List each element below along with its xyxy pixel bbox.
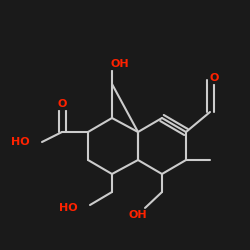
Text: OH: OH [129, 210, 147, 220]
Text: HO: HO [60, 203, 78, 213]
Text: HO: HO [12, 137, 30, 147]
Text: O: O [57, 99, 67, 109]
Text: OH: OH [111, 59, 129, 69]
Text: O: O [209, 73, 219, 83]
